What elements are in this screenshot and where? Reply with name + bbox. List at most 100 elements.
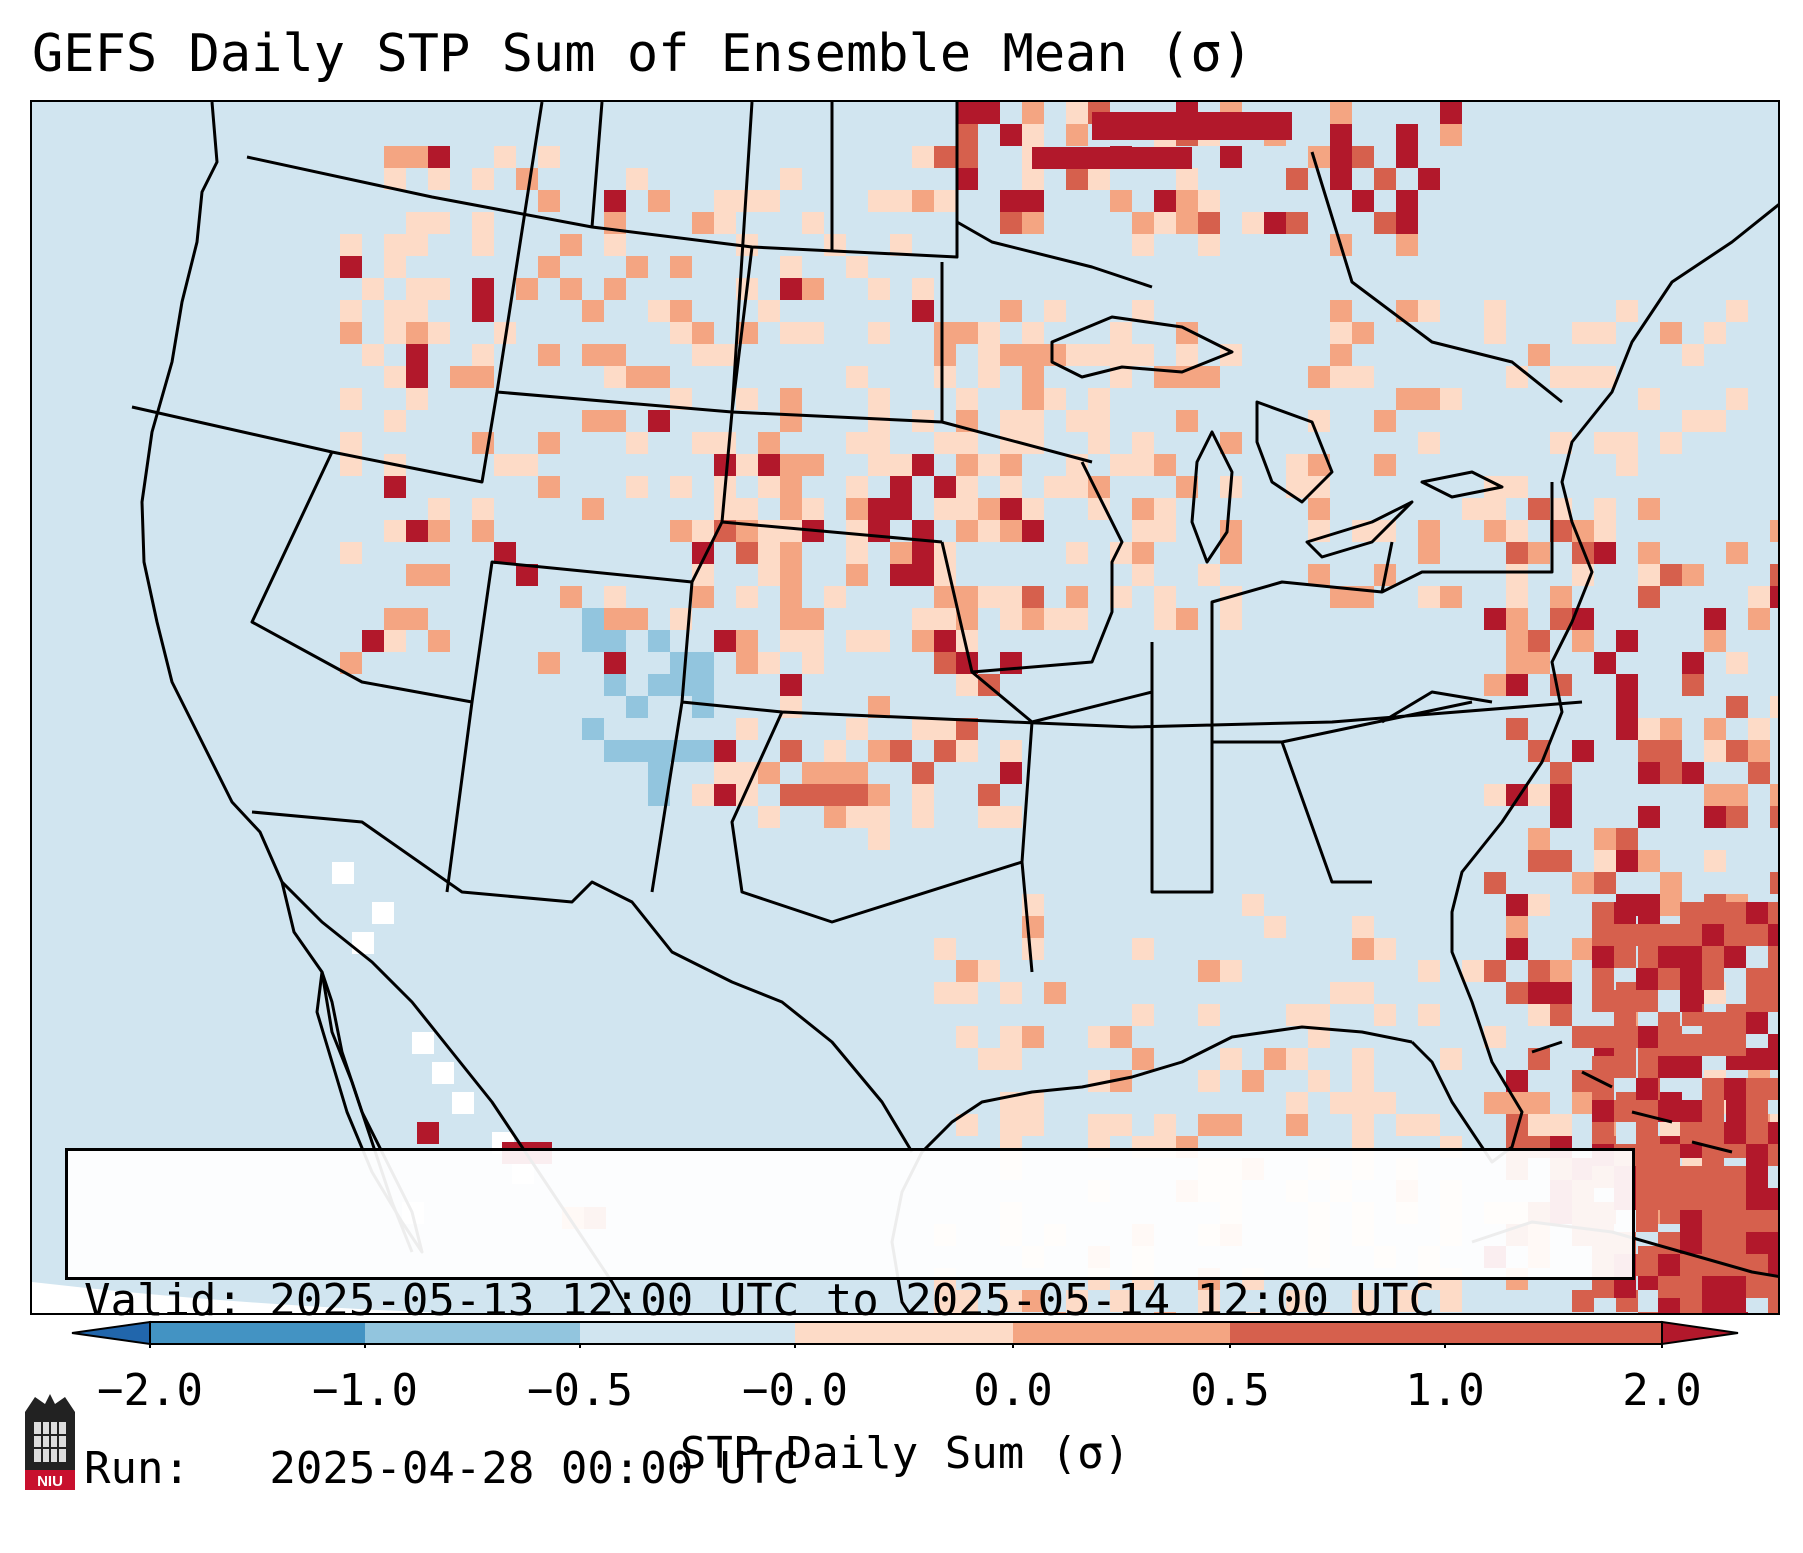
stp-cell [604,278,626,300]
stp-cell [428,630,450,652]
stp-cell [934,652,956,674]
stp-cell [1352,1312,1374,1313]
stp-cell [1000,586,1022,608]
stp-cell [670,674,692,696]
stp-cell [406,234,428,256]
stp-cell [978,806,1000,828]
stp-cell [1396,1290,1418,1312]
stp-cell [1660,322,1682,344]
stp-cell [692,322,714,344]
stp-cell [1000,762,1022,784]
stp-cell [956,454,978,476]
stp-cell [780,476,802,498]
stp-cell [1000,1114,1022,1136]
stp-cell [648,740,670,762]
stp-cell [560,586,582,608]
stp-cell [1264,916,1286,938]
stp-cell [1022,366,1044,388]
stp-cell [1638,586,1660,608]
stp-cell [956,432,978,454]
stp-cell [406,608,428,630]
stp-cell [802,212,824,234]
stp-cell [890,476,912,498]
stp-cell [1616,630,1638,652]
stp-cell [1638,806,1660,828]
stp-cell [1352,190,1374,212]
stp-cell [692,652,714,674]
stp-cell [472,278,494,300]
stp-cell [934,476,956,498]
stp-cell [428,278,450,300]
stp-cell [582,344,604,366]
colorbar-tick-label: −1.0 [312,1365,418,1416]
stp-cell [648,674,670,696]
stp-cell [1110,344,1132,366]
map-panel [30,100,1780,1315]
stp-cell [868,190,890,212]
stp-cell [912,520,934,542]
stp-cell [428,322,450,344]
stp-cell [1658,968,1680,990]
stp-cell [1418,168,1440,190]
stp-cell [1154,454,1176,476]
stp-cell [1746,990,1768,1012]
canada-province-lines [590,102,1563,404]
stp-cell [1330,300,1352,322]
stp-cell [626,476,648,498]
stp-cell [780,608,802,630]
stp-cell [1528,344,1550,366]
stp-cell [1198,1114,1220,1136]
stp-cell [956,740,978,762]
stp-cell [846,498,868,520]
stp-cell [1748,718,1770,740]
stp-cell [780,520,802,542]
stp-cell [1658,1254,1680,1276]
stp-cell [1242,1312,1264,1313]
stp-cell [1506,1070,1528,1092]
stp-cell [1396,388,1418,410]
stp-cell [1000,212,1022,234]
stp-cell [1768,1034,1778,1056]
stp-cell [1506,564,1528,586]
stp-cell [934,630,956,652]
stp-cell [1044,300,1066,322]
colorbar-tick-label: −0.5 [527,1365,633,1416]
stp-cell [1022,344,1044,366]
stp-cell [670,476,692,498]
stp-cell [1704,630,1726,652]
stp-cell [1484,674,1506,696]
stp-cell [1286,1004,1308,1026]
stp-cell [1198,190,1220,212]
stp-cell [1702,1298,1724,1313]
stp-cell [1418,1004,1440,1026]
stp-cell [406,300,428,322]
east-coastline [1410,203,1778,1164]
stp-cell [1746,924,1768,946]
stp-cell [912,278,934,300]
stp-cell [604,652,626,674]
stp-cell [1592,990,1614,1012]
stp-cell [1550,982,1572,1004]
stp-cell [1770,784,1778,806]
stp-cell [1638,1312,1660,1313]
stp-cell [802,498,824,520]
stp-cell [1768,1078,1778,1100]
stp-cell [692,586,714,608]
stp-cell [890,454,912,476]
stp-cell [1132,300,1154,322]
stp-cell [1704,784,1726,806]
stp-cell [1726,806,1748,828]
stp-cell [1746,1144,1768,1166]
stp-cell [956,322,978,344]
stp-cell [1000,1026,1022,1048]
stp-cell [1132,520,1154,542]
stp-cell [1088,476,1110,498]
stp-cell [1660,564,1682,586]
stp-cell [1088,498,1110,520]
stp-cell [1352,1092,1374,1114]
stp-cell [978,784,1000,806]
stp-cell [1724,1254,1746,1276]
stp-cell [340,322,362,344]
stp-cell [1506,542,1528,564]
stp-cell [1660,894,1682,916]
